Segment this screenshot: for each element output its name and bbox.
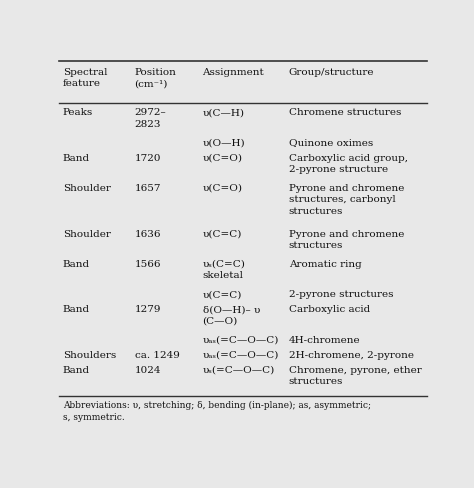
Text: υₛ(C=C)
skeletal: υₛ(C=C) skeletal bbox=[202, 260, 246, 280]
Text: Chromene structures: Chromene structures bbox=[289, 108, 401, 117]
Text: Shoulders: Shoulders bbox=[63, 351, 116, 360]
Text: Band: Band bbox=[63, 366, 90, 375]
Text: Aromatic ring: Aromatic ring bbox=[289, 260, 362, 269]
Text: Band: Band bbox=[63, 154, 90, 163]
Text: υ(O—H): υ(O—H) bbox=[202, 139, 245, 147]
Text: Carboxylic acid group,
2-pyrone structure: Carboxylic acid group, 2-pyrone structur… bbox=[289, 154, 408, 174]
Text: υ(C=O): υ(C=O) bbox=[202, 184, 243, 193]
Text: υ(C=O): υ(C=O) bbox=[202, 154, 243, 163]
Text: υₐₛ(=C—O—C): υₐₛ(=C—O—C) bbox=[202, 351, 279, 360]
Text: Pyrone and chromene
structures, carbonyl
structures: Pyrone and chromene structures, carbonyl… bbox=[289, 184, 404, 216]
Text: δ(O—H)– υ
(C—O): δ(O—H)– υ (C—O) bbox=[202, 305, 260, 326]
Text: Spectral
feature: Spectral feature bbox=[63, 68, 108, 88]
Text: υ(C=C): υ(C=C) bbox=[202, 229, 242, 239]
Text: 1024: 1024 bbox=[135, 366, 161, 375]
Text: Group/structure: Group/structure bbox=[289, 68, 374, 77]
Text: Pyrone and chromene
structures: Pyrone and chromene structures bbox=[289, 229, 404, 250]
Text: 1720: 1720 bbox=[135, 154, 161, 163]
Text: 1279: 1279 bbox=[135, 305, 161, 314]
Text: Assignment: Assignment bbox=[202, 68, 264, 77]
Text: Position
(cm⁻¹): Position (cm⁻¹) bbox=[135, 68, 176, 88]
Text: υ(C—H): υ(C—H) bbox=[202, 108, 245, 117]
Text: Shoulder: Shoulder bbox=[63, 184, 111, 193]
Text: Chromene, pyrone, ether
structures: Chromene, pyrone, ether structures bbox=[289, 366, 421, 386]
Text: 2972–
2823: 2972– 2823 bbox=[135, 108, 166, 129]
Text: υₛ(=C—O—C): υₛ(=C—O—C) bbox=[202, 366, 275, 375]
Text: Abbreviations: υ, stretching; δ, bending (in-plane); as, asymmetric;
s, symmetri: Abbreviations: υ, stretching; δ, bending… bbox=[63, 401, 371, 422]
Text: Quinone oximes: Quinone oximes bbox=[289, 139, 373, 147]
Text: 1566: 1566 bbox=[135, 260, 161, 269]
Text: Band: Band bbox=[63, 305, 90, 314]
Text: υₐₛ(=C—O—C): υₐₛ(=C—O—C) bbox=[202, 336, 279, 345]
Text: Shoulder: Shoulder bbox=[63, 229, 111, 239]
Text: Carboxylic acid: Carboxylic acid bbox=[289, 305, 370, 314]
Text: 1657: 1657 bbox=[135, 184, 161, 193]
Text: 2-pyrone structures: 2-pyrone structures bbox=[289, 290, 393, 299]
Text: Peaks: Peaks bbox=[63, 108, 93, 117]
Text: 1636: 1636 bbox=[135, 229, 161, 239]
Text: ca. 1249: ca. 1249 bbox=[135, 351, 180, 360]
Text: 4H-chromene: 4H-chromene bbox=[289, 336, 360, 345]
Text: 2H-chromene, 2-pyrone: 2H-chromene, 2-pyrone bbox=[289, 351, 414, 360]
Text: Band: Band bbox=[63, 260, 90, 269]
Text: υ(C=C): υ(C=C) bbox=[202, 290, 242, 299]
